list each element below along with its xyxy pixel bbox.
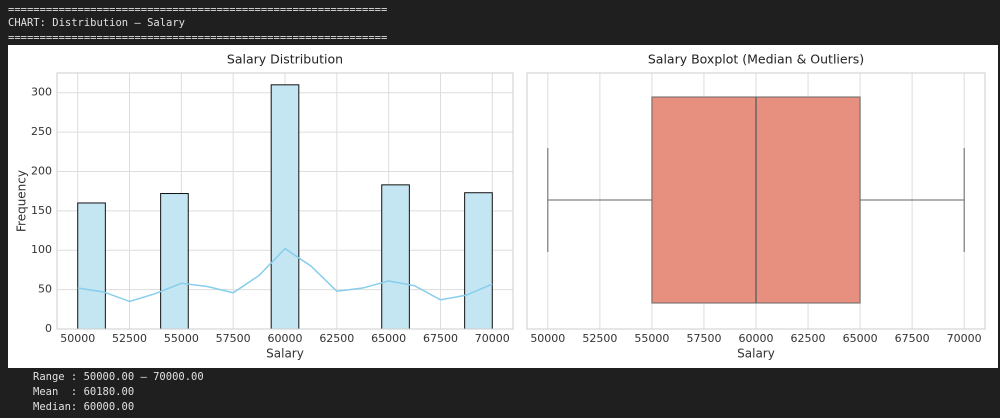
- x-tick-label: 52500: [582, 332, 617, 345]
- chart-title: Salary Distribution: [227, 52, 343, 67]
- y-axis-label: Frequency: [15, 170, 29, 232]
- x-tick-label: 57500: [216, 332, 251, 345]
- x-tick-label: 55000: [634, 332, 669, 345]
- console-line: Range : 50000.00 – 70000.00: [33, 371, 204, 383]
- x-tick-label: 50000: [60, 332, 95, 345]
- x-tick-label: 62500: [319, 332, 354, 345]
- y-tick-label: 0: [45, 322, 52, 335]
- x-tick-label: 52500: [112, 332, 147, 345]
- plot-frame: [56, 72, 514, 330]
- console-line: ========================================…: [8, 32, 387, 44]
- x-tick-label: 70000: [947, 332, 982, 345]
- x-tick-label: 57500: [686, 332, 721, 345]
- x-tick-label: 60000: [268, 332, 303, 345]
- x-tick-label: 50000: [530, 332, 565, 345]
- x-tick-label: 65000: [371, 332, 406, 345]
- bar: [77, 202, 106, 330]
- x-tick-label: 62500: [791, 332, 826, 345]
- console-line: ========================================…: [8, 4, 387, 16]
- kde-line: [77, 247, 493, 303]
- console-line: Mean : 60180.00: [33, 386, 134, 398]
- x-tick-label: 60000: [739, 332, 774, 345]
- chart-title: Salary Boxplot (Median & Outliers): [648, 52, 864, 67]
- x-tick-label: 65000: [843, 332, 878, 345]
- console-line: Median: 60000.00: [33, 401, 134, 413]
- plot-frame: [526, 72, 986, 330]
- bar: [270, 84, 300, 330]
- bar: [464, 192, 493, 330]
- bar: [381, 184, 410, 330]
- y-tick-label: 250: [31, 125, 52, 138]
- y-tick-label: 300: [31, 86, 52, 99]
- y-tick-label: 150: [31, 204, 52, 217]
- x-axis-label: Salary: [266, 347, 304, 361]
- console-line: CHART: Distribution — Salary: [8, 17, 185, 29]
- bar: [160, 193, 189, 330]
- x-tick-label: 67500: [895, 332, 930, 345]
- x-tick-label: 55000: [164, 332, 199, 345]
- y-tick-label: 50: [38, 283, 52, 296]
- x-tick-label: 70000: [475, 332, 510, 345]
- x-tick-label: 67500: [423, 332, 458, 345]
- x-axis-label: Salary: [737, 347, 775, 361]
- y-tick-label: 100: [31, 243, 52, 256]
- y-tick-label: 200: [31, 164, 52, 177]
